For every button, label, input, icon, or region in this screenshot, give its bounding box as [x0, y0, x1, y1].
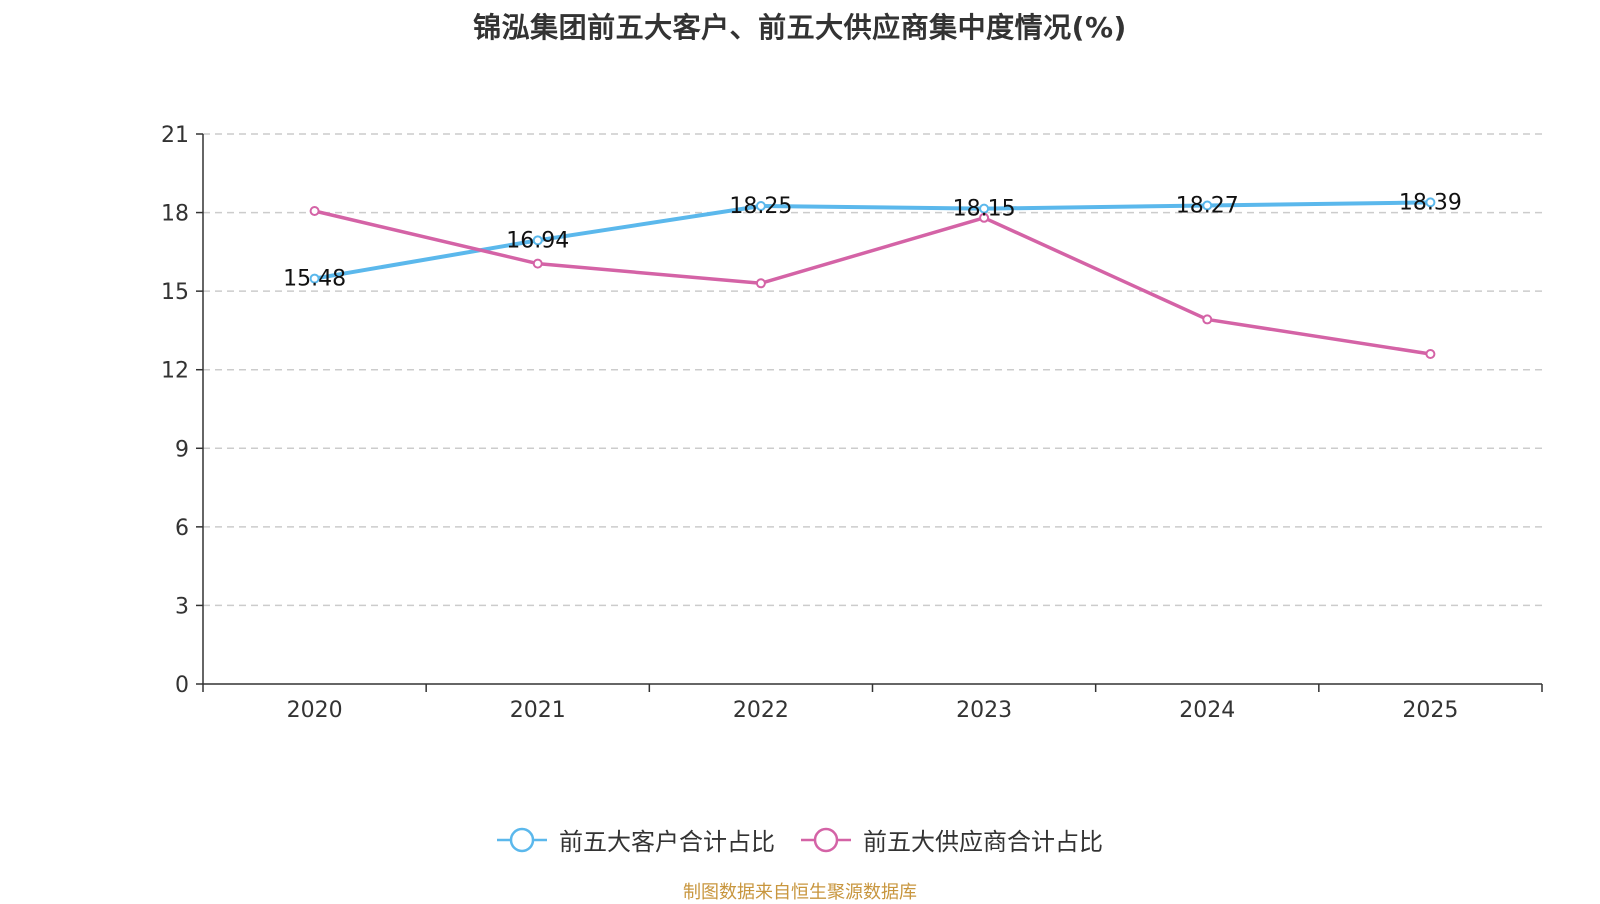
- legend-marker-suppliers-icon: [801, 827, 851, 852]
- y-tick-label: 18: [161, 202, 189, 227]
- data-label: 16.94: [506, 228, 569, 253]
- data-labels: 15.48 16.94 18.25 18.15 18.27 18.39: [283, 190, 1462, 291]
- data-point: [979, 212, 990, 223]
- x-tick-label: 2022: [733, 698, 789, 723]
- legend-label-suppliers: 前五大供应商合计占比: [863, 828, 1103, 856]
- y-tick-label: 21: [161, 123, 189, 148]
- data-point: [755, 278, 766, 289]
- data-point: [309, 273, 320, 284]
- data-label: 18.27: [1176, 194, 1239, 219]
- data-point: [1202, 314, 1213, 325]
- data-point: [532, 258, 543, 269]
- x-tick-label: 2020: [287, 698, 343, 723]
- data-label: 18.15: [953, 197, 1016, 222]
- series-line-1: [314, 209, 1431, 356]
- chart-title: 锦泓集团前五大客户、前五大供应商集中度情况(%): [473, 11, 1127, 44]
- data-point: [1202, 200, 1213, 211]
- data-label: 18.39: [1399, 190, 1462, 215]
- y-tick-label: 15: [161, 280, 189, 305]
- data-label: 15.48: [283, 267, 346, 292]
- data-point: [755, 201, 766, 212]
- y-tick-label: 0: [175, 673, 189, 698]
- data-point: [1425, 349, 1436, 359]
- series-line-0: [314, 200, 1431, 281]
- legend-marker-customers-icon: [497, 827, 547, 852]
- data-label: 18.25: [729, 194, 792, 219]
- x-tick-label: 2024: [1179, 698, 1235, 723]
- x-tick-label: 2021: [510, 698, 566, 723]
- y-tick-label: 3: [175, 594, 189, 619]
- y-tick-label: 6: [175, 516, 189, 541]
- legend: 前五大客户合计占比 前五大供应商合计占比: [0, 822, 1600, 857]
- legend-label-customers: 前五大客户合计占比: [559, 828, 775, 856]
- x-tick-label: 2025: [1402, 698, 1458, 723]
- axes: 0 3 6 9 12 15 18 21 2020 2021 2022 2023 2024 2025: [161, 123, 1543, 723]
- y-tick-label: 9: [175, 437, 189, 462]
- series: [309, 197, 1436, 359]
- data-point: [979, 203, 990, 214]
- y-tick-label: 12: [161, 359, 189, 384]
- data-point: [309, 206, 320, 216]
- legend-item-suppliers[interactable]: 前五大供应商合计占比: [801, 822, 1103, 857]
- line-chart: 0 3 6 9 12 15 18 21 2020 2021 2022 2023 2024 2025 15.…: [161, 123, 1543, 723]
- data-point: [532, 235, 543, 246]
- data-point: [1425, 197, 1436, 208]
- legend-item-customers[interactable]: 前五大客户合计占比: [497, 822, 775, 857]
- x-tick-label: 2023: [956, 698, 1012, 723]
- data-source-note: 制图数据来自恒生聚源数据库: [683, 882, 917, 903]
